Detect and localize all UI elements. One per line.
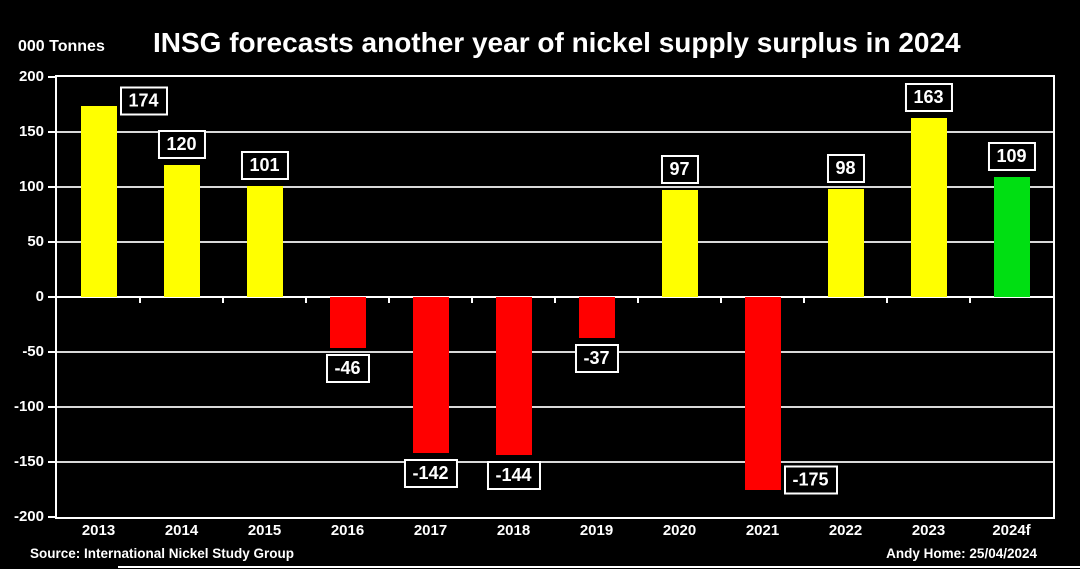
credit-text: Andy Home: 25/04/2024 [886,546,1037,561]
y-tick-mark [48,406,57,408]
y-tick-label: -50 [22,343,44,360]
source-text: Source: International Nickel Study Group [30,546,295,561]
category-tick-mark [222,297,224,303]
y-tick-mark [48,241,57,243]
gridline [57,351,1053,353]
category-tick-mark [388,297,390,303]
category-tick-mark [969,297,971,303]
bar-2023 [910,117,947,297]
value-label-2019: -37 [574,343,619,373]
y-tick-label: -100 [13,398,44,415]
value-label-2016: -46 [325,353,370,383]
plot-area: 174 120 101 -46 -142 -144 -37 97 -175 98 163 109 [55,75,1055,519]
y-tick-mark [48,351,57,353]
x-tick-label-2023: 2023 [911,522,946,539]
value-label-2022: 98 [826,154,865,184]
y-axis-units-label: 000 Tonnes [18,38,105,55]
x-tick-label-2020: 2020 [662,522,697,539]
bottom-edge-line [118,566,1080,568]
value-label-2020: 97 [660,155,699,185]
category-tick-mark [637,297,639,303]
gridline [57,186,1053,188]
y-tick-mark [48,461,57,463]
y-tick-mark [48,516,57,518]
x-tick-label-2018: 2018 [496,522,531,539]
category-tick-mark [305,297,307,303]
x-tick-label-2016: 2016 [330,522,365,539]
gridline [57,406,1053,408]
gridline [57,241,1053,243]
y-tick-label: 0 [35,288,44,305]
bar-2015 [246,185,283,297]
y-tick-label: -150 [13,453,44,470]
value-label-2015: 101 [240,150,289,180]
value-label-2024f: 109 [987,142,1036,172]
value-label-2017: -142 [403,459,458,489]
chart-title: INSG forecasts another year of nickel su… [153,27,961,58]
bar-2018 [495,297,532,456]
value-label-2013: 174 [119,86,168,116]
x-tick-label-2017: 2017 [413,522,448,539]
value-label-2014: 120 [157,130,206,159]
bar-2024f [993,177,1030,297]
category-tick-mark [139,297,141,303]
y-tick-label: 100 [18,178,44,195]
x-tick-label-2021: 2021 [745,522,780,539]
x-tick-label-2024f: 2024f [992,522,1031,539]
gridline [57,131,1053,133]
y-tick-mark [48,296,57,298]
y-tick-label: -200 [13,508,44,525]
bar-2021 [744,297,781,490]
bar-2014 [163,165,200,297]
y-tick-mark [48,131,57,133]
bar-2022 [827,189,864,297]
value-label-2023: 163 [904,82,953,112]
bar-2019 [578,297,615,338]
bar-2017 [412,297,449,454]
x-tick-label-2019: 2019 [579,522,614,539]
bar-2013 [80,105,117,297]
bar-2020 [661,190,698,297]
y-tick-label: 150 [18,123,44,140]
category-tick-mark [471,297,473,303]
category-tick-mark [886,297,888,303]
value-label-2021: -175 [783,465,838,494]
x-tick-label-2015: 2015 [247,522,282,539]
category-tick-mark [720,297,722,303]
bar-2016 [329,297,366,348]
x-tick-label-2014: 2014 [164,522,199,539]
gridline [57,461,1053,463]
category-tick-mark [803,297,805,303]
value-label-2018: -144 [486,461,541,491]
y-tick-label: 50 [27,233,44,250]
x-tick-label-2013: 2013 [81,522,116,539]
y-tick-mark [48,186,57,188]
y-tick-label: 200 [18,68,44,85]
y-tick-mark [48,76,57,78]
x-tick-label-2022: 2022 [828,522,863,539]
category-tick-mark [554,297,556,303]
